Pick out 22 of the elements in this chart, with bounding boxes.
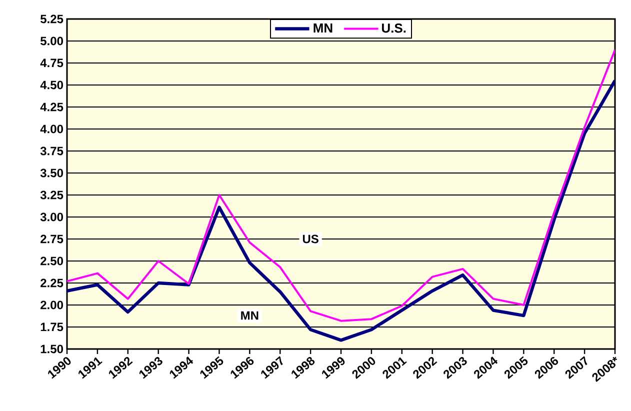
y-tick-label: 4.75: [40, 58, 64, 68]
y-tick-label: 3.25: [40, 190, 64, 200]
y-tick-label: 2.25: [40, 278, 64, 288]
y-tick-label: 1.50: [40, 344, 63, 354]
y-tick-label: 2.50: [40, 256, 63, 266]
y-tick-label: 3.50: [40, 168, 63, 178]
y-tick-label: 2.75: [40, 234, 64, 244]
y-tick-label: 4.25: [40, 102, 64, 112]
y-tick-label: 4.50: [40, 80, 63, 90]
y-tick-label: 5.00: [40, 36, 63, 46]
y-tick-label: 3.00: [40, 212, 63, 222]
legend-label: MN: [314, 24, 332, 32]
line-series: [67, 78, 615, 342]
line-series: [67, 48, 615, 322]
annotation: US: [302, 234, 318, 244]
y-tick-label: 1.75: [40, 322, 64, 332]
annotation: MN: [241, 311, 258, 320]
y-tick-label: 4.00: [40, 124, 63, 134]
y-tick-label: 3.75: [40, 146, 64, 156]
y-tick-label: 5.25: [40, 14, 64, 24]
legend-label: U.S.: [382, 23, 406, 33]
y-tick-label: 2.00: [40, 300, 63, 310]
